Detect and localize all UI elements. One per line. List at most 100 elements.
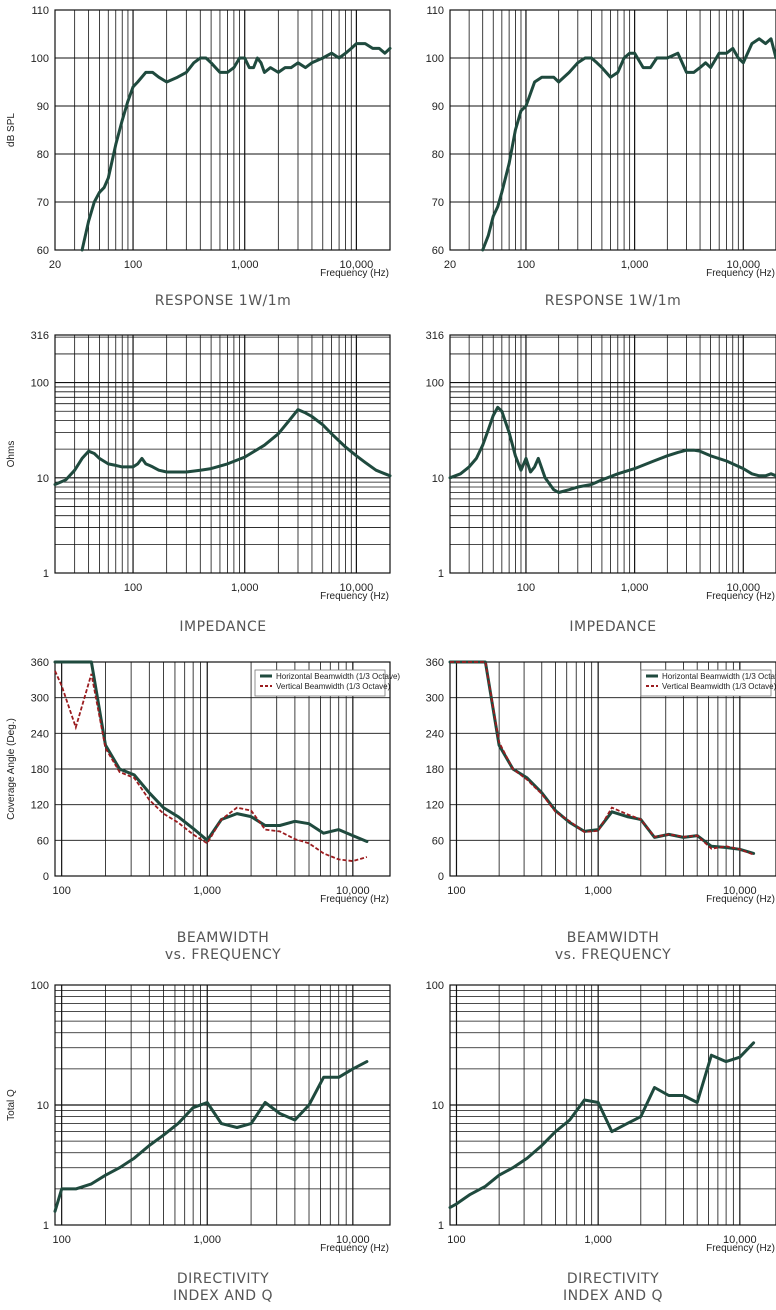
response-plot-right: 60 70 80 90 100 110 20 100 1,000 10,000Frequency … [426, 5, 776, 279]
plot-frame [449, 984, 776, 1226]
y-tick-label: 120 [426, 800, 444, 812]
y-tick-label: 100 [31, 53, 49, 65]
directivity-caption-right: DIRECTIVITY INDEX AND Q [450, 1271, 776, 1305]
x-tick-label: 20 [49, 259, 61, 271]
x-tick-label: 10,000 [723, 1234, 757, 1246]
x-axis-label: Frequency (Hz) [320, 1243, 389, 1254]
x-tick-label: 100 [447, 885, 465, 897]
directivity-caption-right-line2: INDEX AND Q [562, 1288, 664, 1304]
data-series-line [448, 1041, 756, 1209]
y-tick-label: 10 [37, 1100, 49, 1112]
legend-label: Vertical Beamwidth (1/3 Octave) [662, 682, 776, 691]
x-axis-label: Frequency (Hz) [320, 591, 389, 602]
directivity-caption-left: DIRECTIVITY INDEX AND Q [56, 1271, 390, 1305]
x-tick-label: 100 [52, 885, 70, 897]
x-tick-label: 100 [124, 582, 142, 594]
response-chart-left: 60 70 80 90 100 110 20 100 1,000 10,000 Frequency … [0, 0, 392, 290]
y-tick-label: 90 [432, 101, 444, 113]
y-axis-label: Coverage Angle (Deg.) [6, 718, 17, 820]
y-tick-label: 10 [37, 473, 49, 485]
directivity-caption-right-line1: DIRECTIVITY [566, 1271, 660, 1287]
x-tick-label: 20 [444, 259, 456, 271]
legend-label: Vertical Beamwidth (1/3 Octave) [276, 682, 391, 691]
x-tick-label: 100 [517, 582, 535, 594]
beamwidth-caption-left-line2: vs. FREQUENCY [164, 947, 282, 963]
y-tick-label: 10 [432, 473, 444, 485]
y-tick-label: 300 [31, 693, 49, 705]
y-tick-label: 240 [426, 728, 444, 740]
response-caption-right: RESPONSE 1W/1m [544, 293, 682, 309]
gridlines [450, 662, 776, 876]
plot-frame [54, 334, 391, 574]
plot-frame [449, 9, 776, 251]
y-tick-label: 100 [31, 980, 49, 992]
plot-frame [54, 661, 391, 877]
plot-area [55, 335, 390, 573]
x-tick-label: 10,000 [723, 885, 757, 897]
x-tick-label: 1,000 [231, 582, 259, 594]
y-tick-label: 110 [31, 5, 49, 17]
legend-box [254, 669, 386, 697]
legend-box [640, 669, 772, 697]
x-axis-label: Frequency (Hz) [320, 894, 389, 905]
gridlines [450, 10, 776, 250]
y-tick-label: 60 [37, 245, 49, 257]
y-tick-label: 316 [31, 330, 49, 342]
plot-frame [54, 9, 391, 251]
beamwidth-caption-left-line1: BEAMWIDTH [176, 930, 270, 946]
y-tick-label: 60 [37, 835, 49, 847]
x-tick-label: 100 [124, 259, 142, 271]
data-series-line [53, 1060, 369, 1213]
plot-frame [449, 661, 776, 877]
x-tick-label: 10,000 [340, 259, 374, 271]
y-tick-label: 110 [426, 5, 444, 17]
gridlines [450, 985, 776, 1225]
y-tick-label: 300 [426, 693, 444, 705]
x-tick-label: 1,000 [193, 885, 221, 897]
y-tick-label: 240 [31, 728, 49, 740]
x-tick-label: 1,000 [231, 259, 259, 271]
x-tick-label: 10,000 [336, 885, 370, 897]
directivity-chart-left: 1 10 100 100 1,000 10,000 Frequency (Hz) Total … [0, 975, 392, 1265]
x-axis-label: Frequency (Hz) [706, 268, 775, 279]
y-tick-label: 70 [37, 197, 49, 209]
plot-frame [449, 334, 776, 574]
x-tick-label: 10,000 [726, 259, 760, 271]
x-axis-label: Frequency (Hz) [706, 591, 775, 602]
y-tick-label: 360 [31, 657, 49, 669]
x-tick-label: 10,000 [726, 582, 760, 594]
x-axis-label: Frequency (Hz) [320, 268, 389, 279]
y-tick-label: 180 [426, 764, 444, 776]
beamwidth-plot-left: 0 60 120 180 240 300 360 100 1,000 10,000Frequenc… [6, 657, 400, 905]
beamwidth-plot-right: 0 60 120 180 240 300 360 100 1,000 10,000Frequenc… [426, 657, 776, 905]
data-series-line [53, 408, 392, 486]
y-tick-label: 70 [432, 197, 444, 209]
plot-area [55, 10, 390, 250]
x-tick-label: 100 [447, 1234, 465, 1246]
plot-area [450, 335, 776, 573]
impedance-caption-right: IMPEDANCE [569, 619, 657, 635]
impedance-caption-left: IMPEDANCE [179, 619, 267, 635]
vertical-beamwidth-line [450, 661, 754, 856]
y-tick-label: 90 [37, 101, 49, 113]
y-tick-label: 120 [31, 800, 49, 812]
data-series-line [80, 42, 392, 252]
x-tick-label: 10,000 [340, 582, 374, 594]
x-tick-label: 1,000 [584, 885, 612, 897]
gridlines [55, 335, 390, 573]
gridlines [55, 985, 390, 1225]
y-tick-label: 1 [438, 568, 444, 580]
data-series-line [481, 37, 776, 252]
x-axis-label: Frequency (Hz) [706, 1243, 775, 1254]
impedance-chart-right: 1 10 100 316 100 1,000 10,000 Frequency (Hz) [394, 325, 776, 615]
directivity-caption-left-line2: INDEX AND Q [172, 1288, 274, 1304]
y-axis-label: Ohms [6, 441, 17, 468]
y-tick-label: 1 [43, 568, 49, 580]
y-tick-label: 80 [37, 149, 49, 161]
response-caption-left: RESPONSE 1W/1m [154, 293, 292, 309]
beamwidth-caption-right-line1: BEAMWIDTH [566, 930, 660, 946]
y-tick-label: 180 [31, 764, 49, 776]
plot-frame [54, 984, 391, 1226]
